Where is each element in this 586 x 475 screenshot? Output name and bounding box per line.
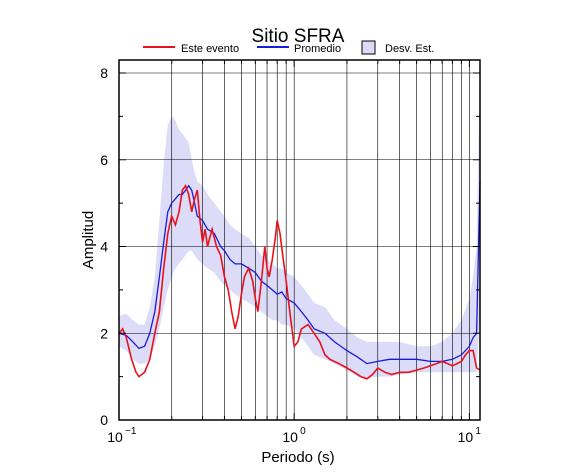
legend-swatch-band [361,40,376,55]
x-axis-label: Periodo (s) [261,449,334,466]
plot-border [118,59,481,421]
x-tick-label: 10 [458,429,474,445]
x-tick-label: 10 [107,429,123,445]
y-tick-label: 6 [100,152,108,168]
y-tick-label: 0 [100,412,108,428]
std-dev-band-area [119,60,480,379]
series-line-event [118,184,481,380]
chart-title: Sitio SFRA [252,26,345,47]
y-axis-label: Amplitud [80,211,97,269]
series-line-average [118,181,481,365]
legend: Este evento Promedio Desv. Est. [143,40,434,55]
legend-label-event: Este evento [181,43,239,55]
series-lines [118,181,481,380]
y-tick-label: 4 [100,239,108,255]
legend-label-average: Promedio [294,43,341,55]
y-tick-label: 8 [100,65,108,81]
grid [119,60,480,420]
x-tick-label-exponent: 0 [300,426,306,437]
std-dev-band [119,60,480,379]
y-tick-label: 2 [100,325,108,341]
legend-label-band: Desv. Est. [385,43,434,55]
x-tick-label: 10 [282,429,298,445]
x-tick-label-exponent: −1 [125,426,137,437]
x-tick-label-exponent: 1 [475,426,481,437]
plot-frame [118,59,481,421]
